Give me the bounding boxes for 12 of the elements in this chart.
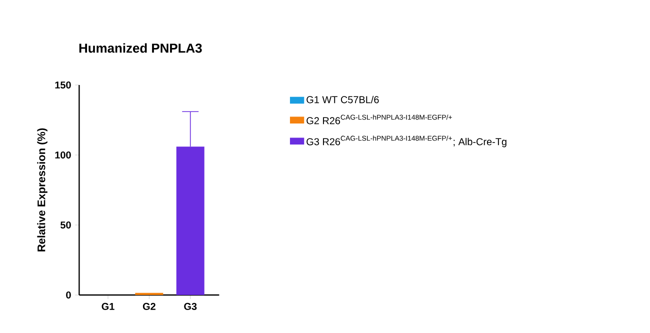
y-axis-title: Relative Expression (%) (37, 128, 48, 252)
y-tick-label: 100 (55, 151, 71, 159)
x-tick-label: G3 (184, 302, 197, 310)
y-tick-label: 150 (55, 81, 71, 89)
x-tick-label: G2 (142, 302, 156, 310)
legend-label: $\mbox{G1 WT C57BL/6}$ (306, 96, 379, 104)
y-tick-label: 50 (60, 221, 71, 229)
chart-title: Humanized PNPLA3 (79, 43, 202, 53)
legend-label: $\mbox{G2 R26}^{\mbox{\scriptsize CAG-LSL-hPNPLA3-I148M-EGFP/+}}$ (306, 114, 452, 124)
legend-label: $\mbox{G3 R26}^{\mbox{\scriptsize CAG-LSL-hPNPLA3-I148M-EGFP/+}}\mbox{; Alb-Cre-Tg}$ (306, 136, 506, 148)
y-tick-label: 0 (66, 291, 71, 299)
x-tick-label: G1 (102, 302, 114, 310)
